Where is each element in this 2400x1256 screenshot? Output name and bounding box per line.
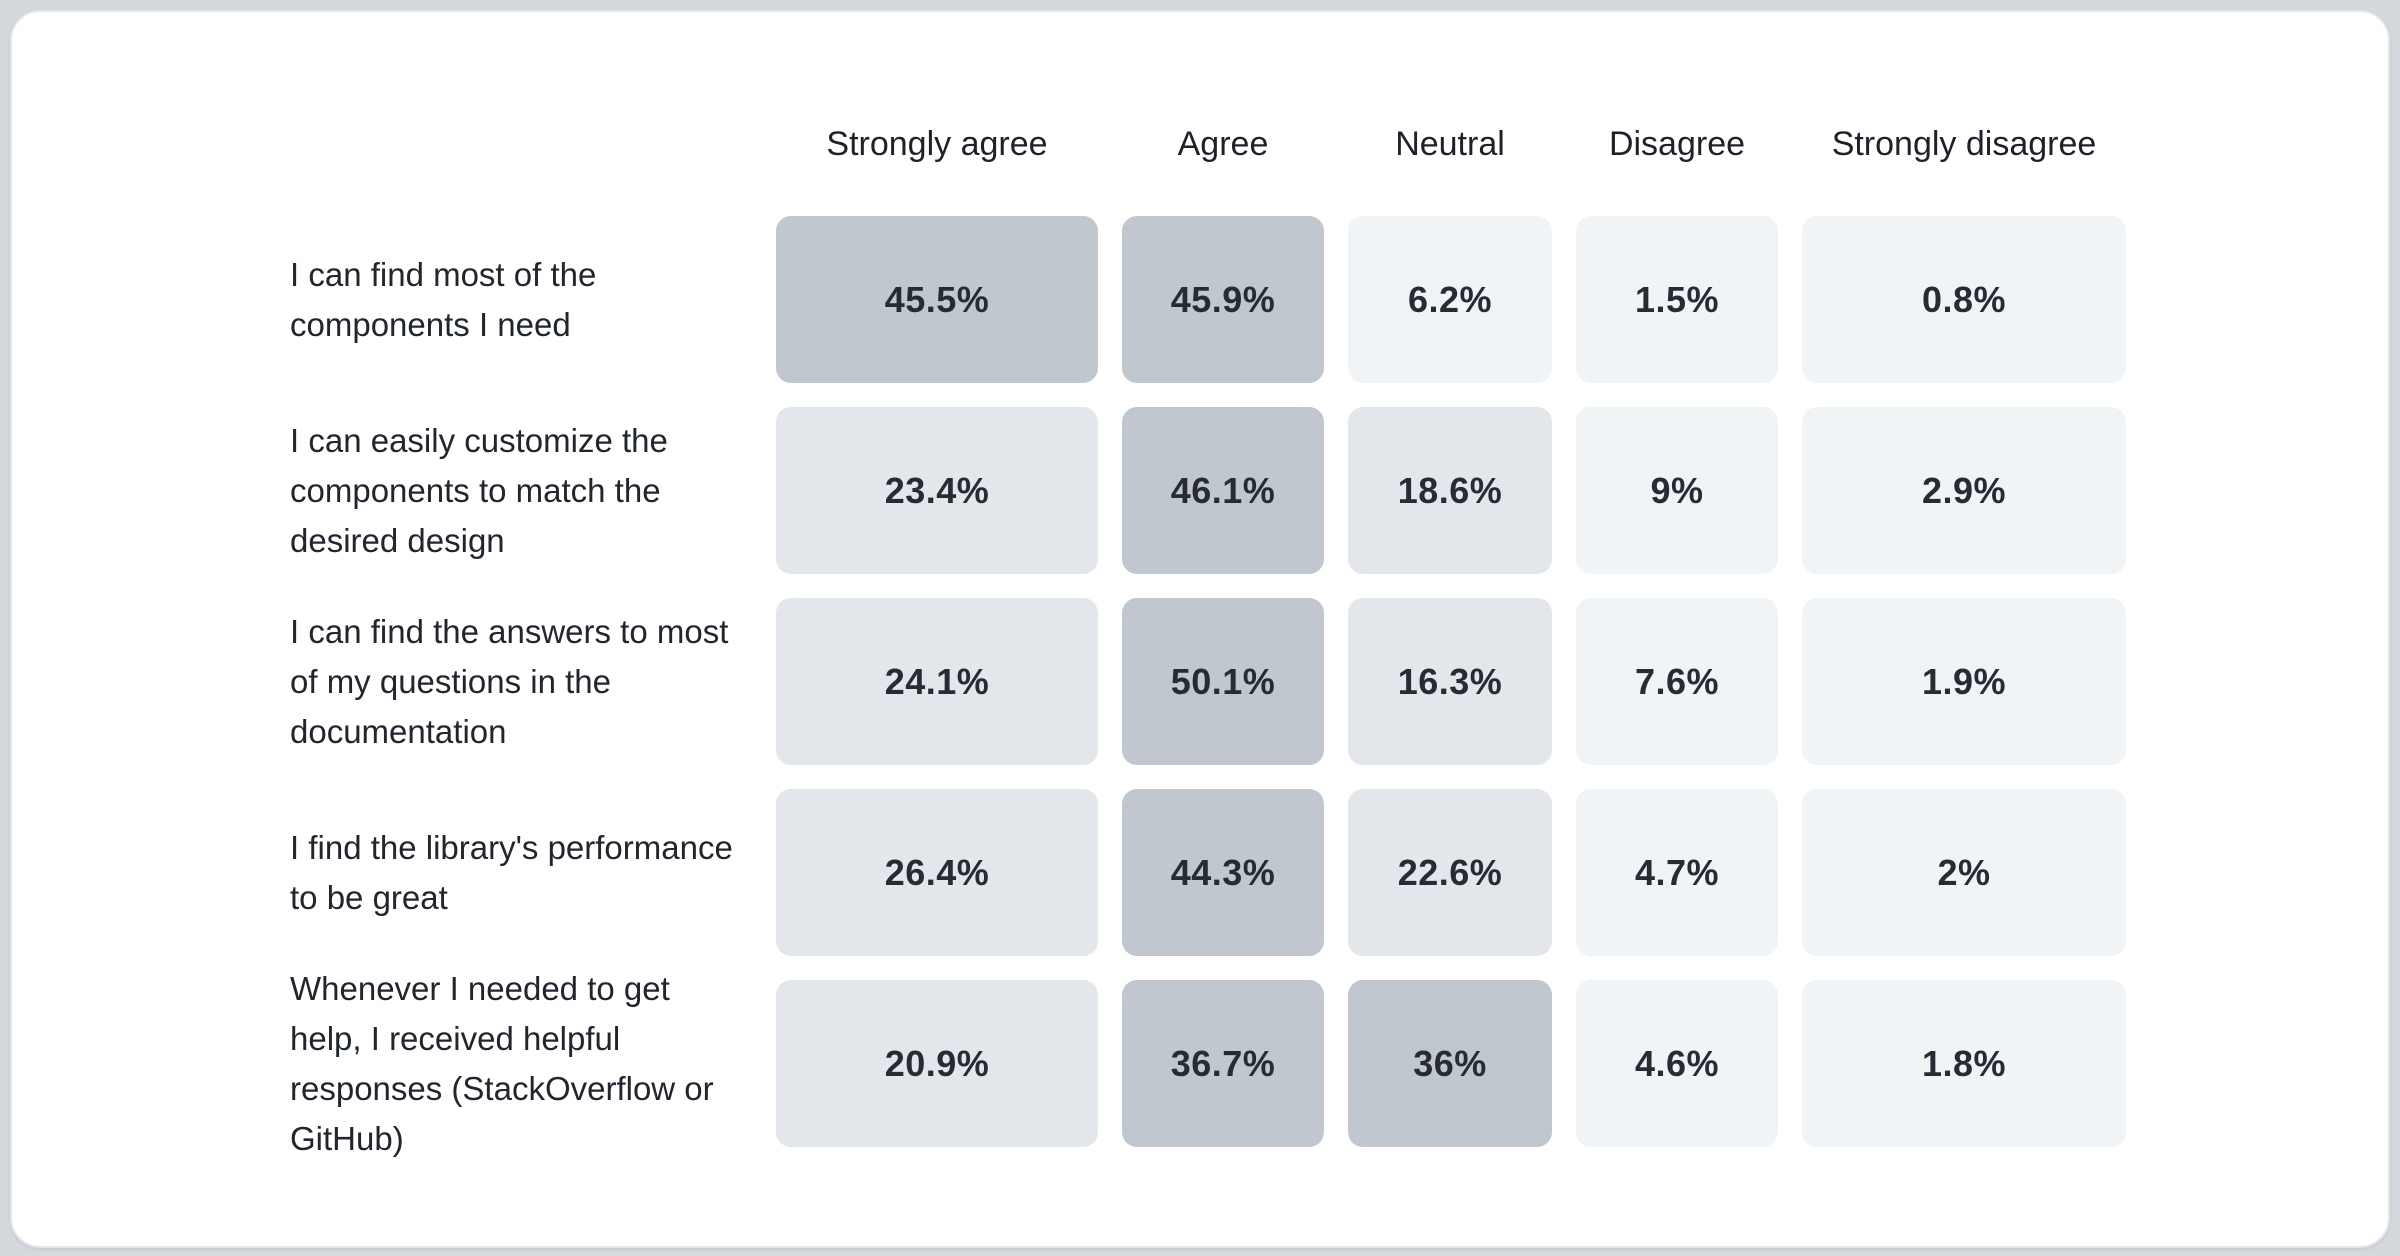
heat-cell: 1.9% xyxy=(1802,598,2126,765)
column-header-1: Agree xyxy=(1177,125,1269,163)
likert-heatmap-table: Strongly agree Agree Neutral Disagree Strong… xyxy=(290,97,2126,1157)
column-header-3: Disagree xyxy=(1608,125,1746,163)
column-header-2: Neutral xyxy=(1395,125,1505,163)
row-label-0: I can find most of the components I need xyxy=(290,255,597,343)
heat-cell: 45.5% xyxy=(776,216,1098,383)
heat-cell: 4.6% xyxy=(1576,980,1778,1147)
heat-cell: 7.6% xyxy=(1576,598,1778,765)
heat-cell: 1.5% xyxy=(1576,216,1778,383)
header-corner-spacer xyxy=(290,97,752,192)
heat-cell: 26.4% xyxy=(776,789,1098,956)
heat-cell: 36.7% xyxy=(1122,980,1324,1147)
heat-cell: 6.2% xyxy=(1348,216,1552,383)
column-header-4: Strongly disagree xyxy=(1831,125,2097,163)
heat-cell: 50.1% xyxy=(1122,598,1324,765)
heat-cell: 1.8% xyxy=(1802,980,2126,1147)
heat-cell: 9% xyxy=(1576,407,1778,574)
heat-cell: 16.3% xyxy=(1348,598,1552,765)
heat-cell: 24.1% xyxy=(776,598,1098,765)
column-header-0: Strongly agree xyxy=(826,125,1048,163)
survey-results-card: Strongly agree Agree Neutral Disagree Strong… xyxy=(10,10,2390,1248)
heat-cell: 44.3% xyxy=(1122,789,1324,956)
heat-cell: 46.1% xyxy=(1122,407,1324,574)
heat-cell: 22.6% xyxy=(1348,789,1552,956)
heat-cell: 45.9% xyxy=(1122,216,1324,383)
row-label-1: I can easily customize the components to… xyxy=(290,421,668,559)
row-label-4: Whenever I needed to get help, I receive… xyxy=(290,969,714,1157)
row-label-2: I can find the answers to most of my que… xyxy=(290,612,729,750)
heat-cell: 2% xyxy=(1802,789,2126,956)
heat-cell: 18.6% xyxy=(1348,407,1552,574)
row-label-3: I find the library's performance to be g… xyxy=(290,828,733,916)
heat-cell: 20.9% xyxy=(776,980,1098,1147)
heat-cell: 36% xyxy=(1348,980,1552,1147)
heat-cell: 2.9% xyxy=(1802,407,2126,574)
heat-cell: 0.8% xyxy=(1802,216,2126,383)
heat-cell: 23.4% xyxy=(776,407,1098,574)
heat-cell: 4.7% xyxy=(1576,789,1778,956)
